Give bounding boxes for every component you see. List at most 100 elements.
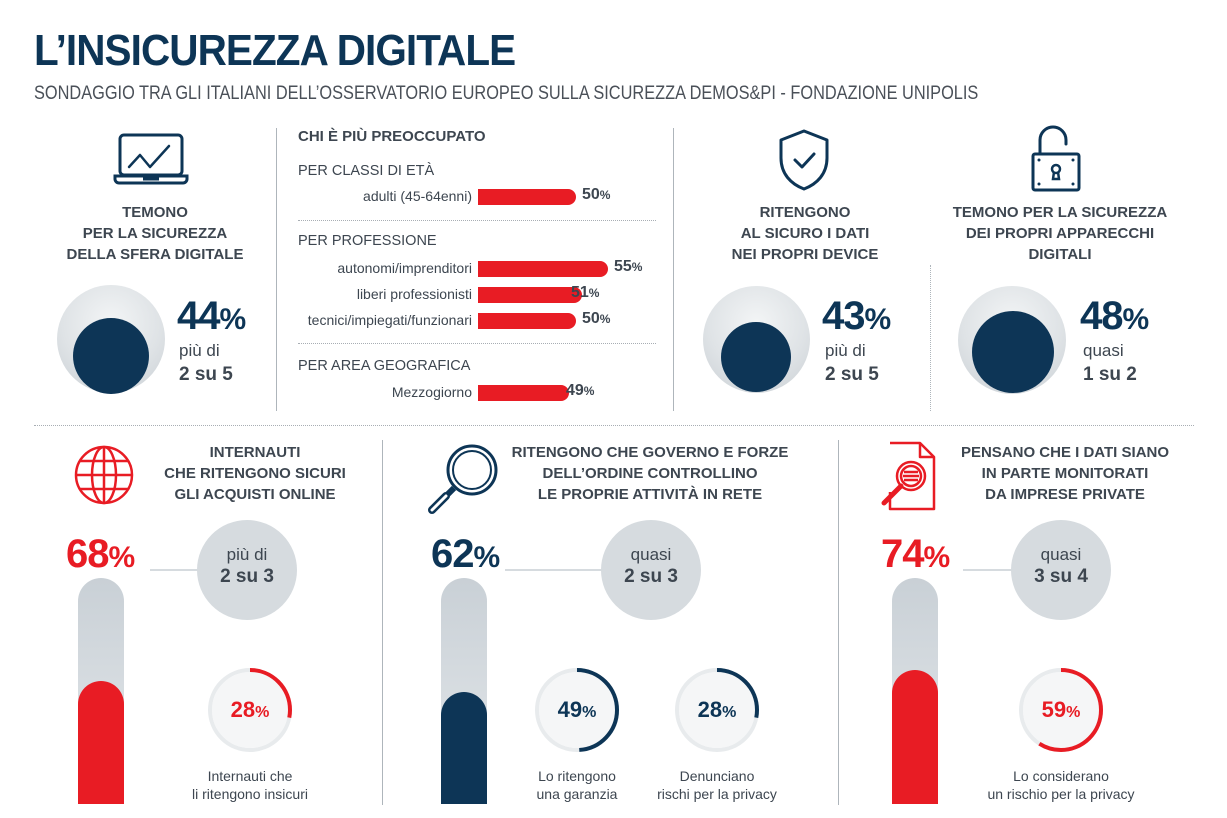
heading-line: DIGITALI <box>1028 246 1092 263</box>
heading-line: DELL’ORDINE CONTROLLINO <box>542 465 758 482</box>
ring-caption: Lo ritengono <box>538 768 616 784</box>
divider <box>673 128 674 411</box>
ring-caption: Denunciano <box>679 768 755 784</box>
heading-line: NEI PROPRI DEVICE <box>731 246 879 263</box>
heading-line: IN PARTE MONITORATI <box>981 465 1149 482</box>
stat-number: 44 <box>177 294 220 338</box>
ring-arc <box>675 668 759 752</box>
heading-line: LE PROPRIE ATTIVITÀ IN RETE <box>537 486 763 503</box>
ring-caption: rischi per la privacy <box>657 786 777 802</box>
heading-line: TEMONO <box>122 204 188 221</box>
divider <box>382 440 383 805</box>
stat-pct: % <box>219 303 247 336</box>
bubble-note-bold: 2 su 3 <box>220 566 274 587</box>
stat-number: 62 <box>431 532 474 576</box>
connector-line <box>150 569 210 571</box>
bar-label: liberi professionisti <box>356 286 472 302</box>
heading-line: TEMONO PER LA SICUREZZA <box>952 204 1168 221</box>
connector-line <box>963 569 1013 571</box>
breakdown-title: CHI È PIÙ PREOCCUPATO <box>298 128 486 145</box>
heading-line: INTERNAUTI <box>209 444 301 461</box>
bar <box>478 313 576 329</box>
stat-pct: % <box>108 541 136 574</box>
heading-line: GLI ACQUISTI ONLINE <box>174 486 336 503</box>
circle-value-48 <box>972 311 1054 393</box>
bar-value-number: 49 <box>566 382 584 399</box>
ring-caption: li ritengono insicuri <box>192 786 308 802</box>
bubble-note: più di <box>226 545 268 564</box>
bar-value: 51% <box>571 284 599 302</box>
bar-value-pct: % <box>583 384 595 398</box>
stat-value: 44% <box>177 294 247 339</box>
bar-value: 50% <box>582 310 610 328</box>
ring-value: 28% <box>205 697 295 723</box>
stat-pct: % <box>473 541 501 574</box>
divider <box>930 265 931 411</box>
document-search-icon <box>881 441 936 511</box>
stat-number: 43 <box>822 294 865 338</box>
ring-caption: Lo considerano <box>1013 768 1109 784</box>
bar-label: adulti (45-64enni) <box>363 188 472 204</box>
group-title: PER PROFESSIONE <box>298 233 437 249</box>
thermometer-fill <box>78 681 124 804</box>
stat-number: 74 <box>881 532 924 576</box>
stat-pct: % <box>864 303 892 336</box>
bar-value: 50% <box>582 186 610 204</box>
stat-value: 62% <box>431 532 501 577</box>
stat-number: 68 <box>66 532 109 576</box>
thermometer-fill <box>441 692 487 804</box>
bubble-note-bold: 3 su 4 <box>1034 566 1088 587</box>
stat-number: 48 <box>1080 294 1123 338</box>
ring-chart <box>675 668 759 752</box>
thermometer-bar <box>78 578 124 804</box>
stat-pct: % <box>923 541 951 574</box>
ring-pct: % <box>582 704 597 721</box>
stat-note: più di <box>179 341 220 360</box>
ring-arc <box>535 668 619 752</box>
ring-caption: un rischio per la privacy <box>987 786 1135 802</box>
bar-label: tecnici/impiegati/funzionari <box>307 312 472 328</box>
thermometer-fill <box>892 670 938 804</box>
ring-number: 28 <box>697 697 723 722</box>
bar <box>478 287 582 303</box>
stat-note-bold: 2 su 5 <box>179 364 233 385</box>
ring-chart <box>1019 668 1103 752</box>
heading-line: RITENGONO CHE GOVERNO E FORZE <box>511 444 789 461</box>
bubble-note: quasi <box>1040 545 1082 564</box>
ring-pct: % <box>1066 704 1081 721</box>
ratio-bubble: quasi 2 su 3 <box>601 520 701 620</box>
ring-chart <box>208 668 292 752</box>
stat-value: 48% <box>1080 294 1150 339</box>
ratio-bubble: quasi 3 su 4 <box>1011 520 1111 620</box>
bar-value-number: 51 <box>571 284 589 301</box>
bar-value: 55% <box>614 258 642 276</box>
ring-arc <box>1019 668 1103 752</box>
bar-label: Mezzogiorno <box>391 384 472 400</box>
connector-line <box>505 569 605 571</box>
ring-value: 49% <box>532 697 622 723</box>
divider <box>298 343 656 344</box>
page-subtitle: SONDAGGIO TRA GLI ITALIANI DELL’OSSERVAT… <box>34 83 979 104</box>
circle-value-44 <box>73 318 149 394</box>
bar <box>478 261 608 277</box>
heading-line: DELLA SFERA DIGITALE <box>66 246 244 263</box>
heading-line: AL SICURO I DATI <box>740 225 870 242</box>
group-title: PER AREA GEOGRAFICA <box>298 358 471 374</box>
heading-line: RITENGONO <box>759 204 851 221</box>
ring-number: 28 <box>230 697 256 722</box>
laptop-chart-icon <box>113 133 189 185</box>
bar-value-pct: % <box>631 260 643 274</box>
ring-number: 59 <box>1041 697 1067 722</box>
stat-note-bold: 1 su 2 <box>1083 364 1137 385</box>
heading-line: DA IMPRESE PRIVATE <box>985 486 1145 503</box>
ring-arc <box>208 668 292 752</box>
thermometer-bar <box>441 578 487 804</box>
magnifier-icon <box>428 444 498 514</box>
stat-pct: % <box>1122 303 1150 336</box>
divider <box>838 440 839 805</box>
bar-value: 49% <box>566 382 594 400</box>
stat-value: 74% <box>881 532 951 577</box>
globe-icon <box>74 445 134 505</box>
ring-caption: una garanzia <box>536 786 618 802</box>
divider <box>34 425 1194 426</box>
